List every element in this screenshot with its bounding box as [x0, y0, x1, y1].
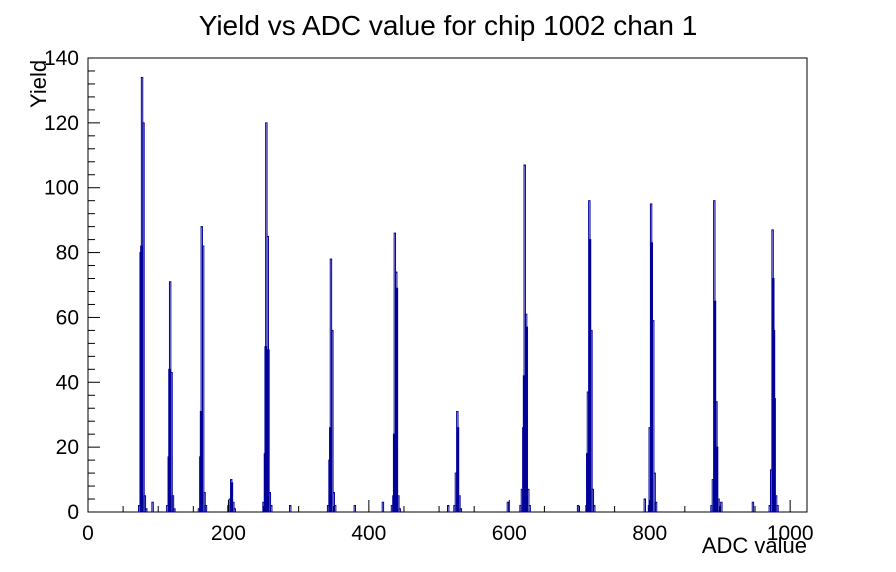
x-tick-label: 800	[632, 522, 667, 545]
histogram-bar	[593, 505, 596, 513]
histogram-bar	[232, 501, 235, 513]
y-tick-label: 40	[56, 371, 79, 394]
plot-frame	[87, 57, 808, 513]
histogram-bar	[170, 372, 173, 513]
histogram-bar	[447, 505, 450, 513]
histogram-bar	[591, 488, 595, 513]
histogram-bar	[267, 349, 270, 513]
histogram-bar	[654, 501, 658, 513]
histogram-bar	[653, 472, 656, 513]
y-tick-label: 120	[44, 112, 79, 135]
histogram-bar	[458, 495, 461, 513]
histogram-bar	[776, 505, 779, 513]
histogram-bar	[151, 501, 154, 513]
histogram-bar	[525, 326, 529, 513]
histogram-bar	[720, 501, 723, 513]
y-tick-label: 60	[56, 306, 79, 329]
y-tick-label: 0	[67, 501, 79, 524]
histogram-bar	[289, 505, 292, 513]
histogram-bar	[528, 505, 531, 513]
histogram-bar	[590, 329, 593, 513]
histogram-bar	[331, 329, 334, 513]
x-tick-label: 0	[82, 522, 94, 545]
histogram-bar	[527, 488, 530, 513]
y-tick-label: 80	[56, 242, 79, 265]
histogram-bar	[459, 508, 463, 513]
histogram-bar	[333, 505, 337, 513]
histogram-bar	[397, 495, 400, 513]
histogram-bar	[173, 508, 176, 513]
histogram-bar	[774, 495, 778, 513]
histogram-bar	[230, 482, 234, 513]
histogram-bar	[142, 122, 145, 513]
histogram-bar	[506, 501, 510, 513]
histogram-bar	[398, 508, 401, 513]
y-axis-title: Yield	[26, 60, 51, 108]
histogram-bar	[204, 505, 208, 513]
histogram-bar	[381, 501, 385, 513]
y-tick-label: 140	[44, 47, 79, 70]
histogram-bar	[643, 498, 646, 513]
histogram-bar	[171, 495, 175, 513]
y-tick-label: 100	[44, 177, 79, 200]
x-tick-label: 200	[211, 522, 246, 545]
x-axis-title: ADC value	[702, 533, 807, 558]
histogram-bar	[395, 287, 399, 513]
x-tick-label: 400	[351, 522, 386, 545]
chart-title: Yield vs ADC value for chip 1002 chan 1	[198, 10, 698, 41]
histogram-bar	[717, 498, 720, 513]
histogram-bar	[203, 492, 206, 513]
histogram-bar	[268, 492, 272, 513]
histogram-bar	[143, 495, 147, 513]
histogram-bar	[576, 505, 580, 513]
x-tick-label: 1000	[767, 522, 814, 545]
histogram-bar	[270, 505, 273, 513]
histogram-bar	[751, 501, 755, 513]
histogram-bar	[353, 505, 357, 513]
histogram-bar	[652, 320, 655, 513]
x-tick-label: 600	[492, 522, 527, 545]
histogram-bar	[233, 508, 236, 513]
histogram-bar	[201, 245, 205, 513]
y-tick-label: 20	[56, 436, 79, 459]
histogram-bar	[715, 446, 719, 513]
histogram-bar	[145, 508, 148, 513]
histogram-bar	[456, 427, 460, 513]
histogram-bar	[773, 398, 776, 513]
